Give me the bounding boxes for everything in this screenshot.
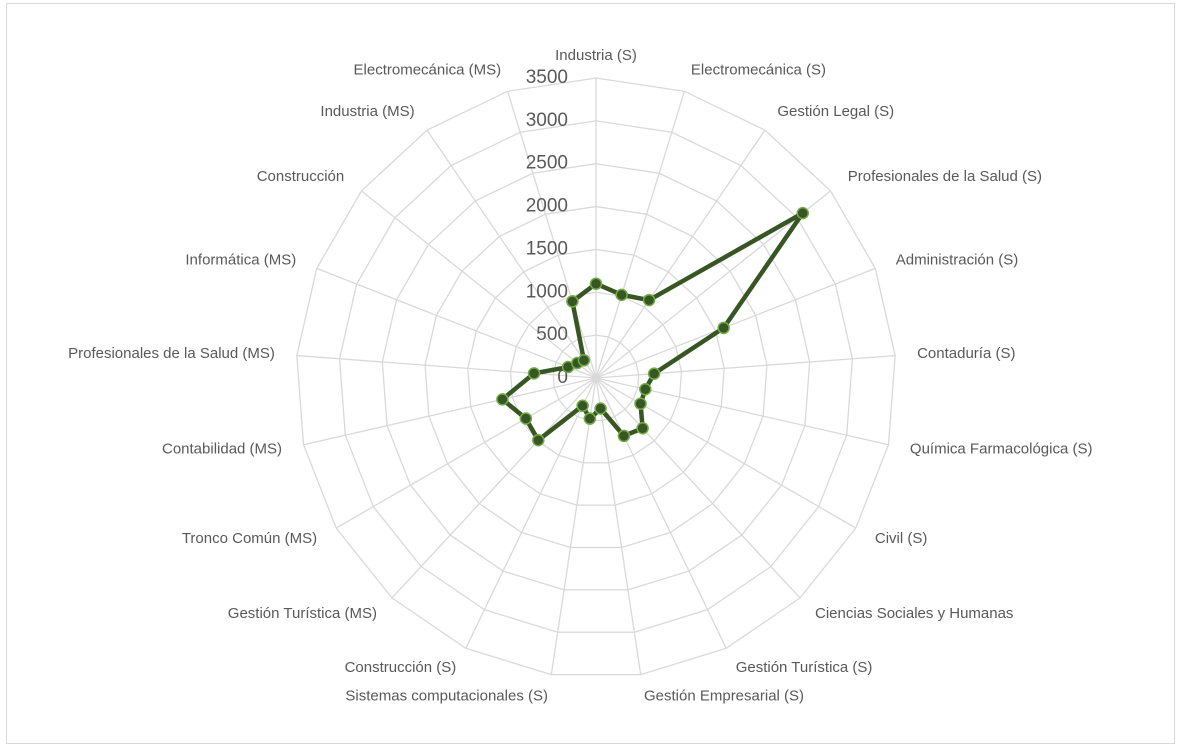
data-point (642, 293, 656, 307)
spoke (595, 377, 642, 675)
data-point (532, 433, 545, 447)
category-label: Construcción (257, 168, 345, 185)
category-label: Gestión Legal (S) (777, 103, 894, 120)
data-point (583, 412, 597, 425)
data-point (519, 412, 533, 425)
grid-ring (338, 120, 854, 633)
category-label: Electromecánica (MS) (354, 61, 502, 78)
y-tick-label: 2500 (526, 153, 568, 174)
y-tick-label: 500 (536, 324, 568, 345)
spoke (316, 267, 597, 379)
y-tick-label: 1500 (526, 238, 568, 259)
spoke (595, 91, 686, 379)
grid-ring (381, 163, 811, 591)
category-label: Contabilidad (MS) (162, 441, 282, 458)
data-point (594, 402, 607, 415)
y-tick-label: 3000 (526, 110, 568, 131)
data-point (566, 295, 579, 308)
spoke (595, 377, 801, 599)
data-point (576, 399, 589, 413)
data-point (527, 367, 541, 380)
spoke (595, 190, 831, 379)
data-point (636, 422, 649, 435)
data-point (796, 206, 809, 220)
grid-ring (424, 205, 768, 549)
spoke (550, 377, 597, 675)
spoke (391, 377, 597, 599)
category-label: Ciencias Sociales y Humanas (815, 605, 1013, 622)
data-point (617, 429, 631, 443)
category-label: Construcción (S) (345, 659, 457, 676)
category-label: Gestión Empresarial (S) (644, 687, 804, 704)
data-point (589, 277, 603, 290)
category-label: Química Farmacológica (S) (910, 441, 1093, 458)
category-label: Electromecánica (S) (691, 61, 826, 78)
data-point (615, 288, 628, 302)
spoke (595, 267, 876, 379)
spoke (303, 377, 597, 446)
spoke (595, 354, 896, 379)
spoke (335, 377, 597, 529)
category-label: Informática (MS) (185, 251, 296, 268)
data-point (634, 397, 647, 410)
y-tick-label: 2000 (526, 196, 568, 217)
spoke (361, 190, 597, 379)
category-label: Profesionales de la Salud (MS) (68, 345, 275, 362)
category-label: Industria (S) (555, 47, 637, 64)
spoke (595, 377, 727, 649)
category-label: Contaduría (S) (917, 345, 1015, 362)
spoke (426, 129, 597, 379)
category-label: Gestión Turística (S) (736, 659, 873, 676)
y-tick-label: 3500 (526, 67, 568, 88)
spoke (506, 91, 597, 379)
data-point (496, 393, 509, 406)
data-point (647, 367, 661, 380)
data-point (717, 321, 730, 335)
category-label: Profesionales de la Salud (S) (848, 168, 1042, 185)
category-label: Civil (S) (875, 530, 928, 547)
category-label: Tronco Común (MS) (182, 530, 317, 547)
y-tick-label: 1000 (526, 281, 568, 302)
spoke (595, 129, 766, 379)
data-point (639, 383, 652, 396)
grid-ring (552, 334, 640, 422)
grid-ring (296, 77, 896, 676)
data-point (577, 354, 591, 367)
category-label: Gestión Turística (MS) (228, 605, 377, 622)
category-label: Sistemas computacionales (S) (345, 687, 548, 704)
category-label: Industria (MS) (320, 103, 414, 120)
spoke (296, 354, 597, 379)
grid-ring (509, 291, 683, 464)
y-tick-label: 0 (557, 367, 568, 388)
grid-ring (467, 248, 725, 506)
spoke (465, 377, 597, 649)
category-label: Administración (S) (896, 251, 1019, 268)
